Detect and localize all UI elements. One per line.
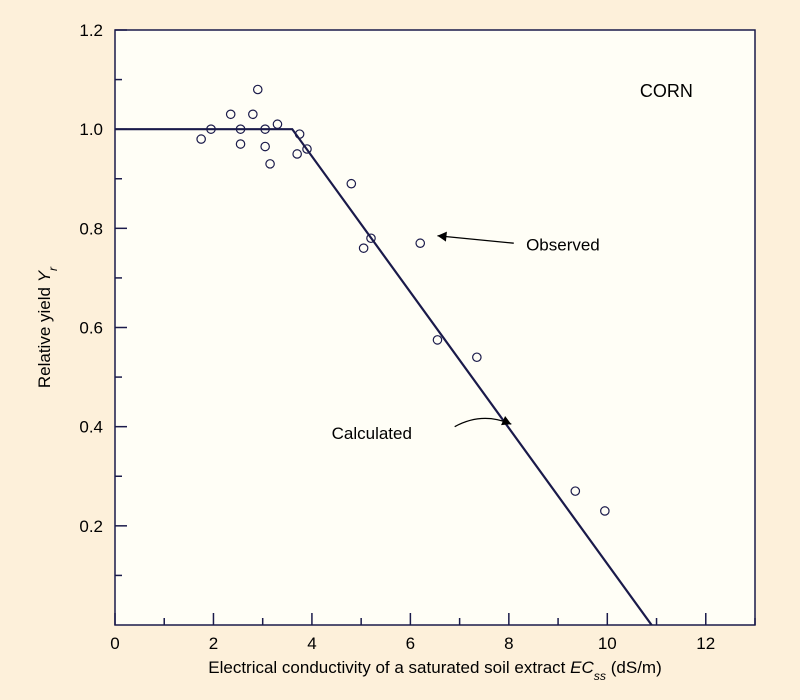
x-tick-label: 4: [307, 634, 316, 653]
x-tick-label: 8: [504, 634, 513, 653]
annotation-label: Calculated: [332, 424, 412, 443]
yield-vs-ec-chart: 0 2 4 6 8 10 12 Electrical conductivity of a sa…: [0, 0, 800, 700]
x-tick-label: 6: [406, 634, 415, 653]
x-tick-label: 12: [696, 634, 715, 653]
y-tick-label: 1.2: [79, 21, 103, 40]
chart-title: CORN: [640, 81, 693, 101]
y-tick-label: 0.8: [79, 219, 103, 238]
y-tick-label: 0.6: [79, 319, 103, 338]
x-tick-label: 0: [110, 634, 119, 653]
x-axis-label: Electrical conductivity of a saturated s…: [208, 658, 661, 683]
annotation-label: Observed: [526, 236, 600, 255]
y-tick-label: 1.0: [79, 120, 103, 139]
y-tick-label: 0.2: [79, 517, 103, 536]
y-axis-label: Relative yield Yr: [35, 266, 60, 388]
x-tick-label: 10: [598, 634, 617, 653]
x-tick-label: 2: [209, 634, 218, 653]
y-tick-label: 0.4: [79, 418, 103, 437]
